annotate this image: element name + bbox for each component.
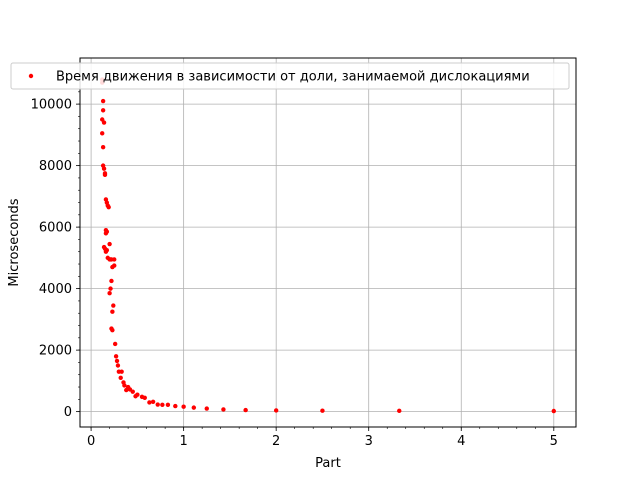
y-tick-label: 2000 [39, 344, 72, 359]
data-point [155, 402, 160, 407]
data-point [107, 291, 112, 296]
data-point [100, 144, 106, 150]
data-point [114, 358, 120, 364]
y-tick-label: 6000 [39, 221, 72, 236]
data-point [221, 407, 226, 412]
data-point [113, 354, 119, 359]
x-axis-label: Part [315, 456, 341, 471]
data-point [103, 231, 109, 236]
data-point [112, 341, 118, 347]
data-point [100, 98, 106, 104]
data-point [103, 249, 109, 254]
x-tick-label: 1 [180, 434, 188, 449]
plot-frame [79, 57, 577, 428]
data-point [551, 408, 556, 414]
data-point [173, 403, 178, 409]
legend: Время движения в зависимости от доли, за… [10, 62, 570, 90]
data-point [106, 204, 111, 210]
data-point [124, 387, 129, 393]
data-point [111, 303, 116, 308]
data-point [108, 286, 113, 291]
data-point [109, 278, 114, 284]
data-point [110, 264, 115, 270]
data-point [115, 363, 121, 368]
data-point [130, 389, 135, 394]
x-tick-label: 3 [365, 434, 373, 449]
data-point [119, 369, 124, 374]
data-point [142, 395, 147, 400]
tick-labels: 0 1 2 3 4 5 0 2000 4000 6000 8000 10000 [31, 98, 558, 449]
data-point [100, 108, 106, 113]
x-tick-label: 2 [272, 434, 280, 449]
data-point [320, 408, 325, 413]
y-tick-label: 4000 [39, 282, 72, 297]
data-point [150, 399, 156, 404]
data-point [273, 408, 279, 413]
data-point [133, 394, 138, 399]
data-point [243, 407, 248, 413]
x-tick-label: 0 [87, 434, 95, 449]
data-point [191, 405, 197, 410]
data-point [160, 402, 165, 408]
data-point [165, 402, 171, 408]
data-point [204, 406, 209, 411]
data-point [100, 131, 105, 136]
data-point [101, 166, 107, 171]
data-point [118, 375, 123, 380]
data-point [107, 241, 112, 247]
data-point [101, 120, 107, 125]
y-axis-label: Microseconds [7, 198, 22, 286]
axis-ticks [76, 79, 555, 431]
data-point [122, 383, 127, 388]
data-point [110, 327, 115, 333]
legend-box [10, 62, 570, 90]
y-tick-label: 10000 [31, 98, 72, 113]
x-tick-label: 5 [550, 434, 558, 449]
data-point [102, 172, 108, 178]
legend-entry-label: Время движения в зависимости от доли, за… [56, 70, 530, 85]
data-point [112, 257, 117, 262]
legend-marker [28, 73, 34, 79]
data-points [100, 77, 556, 414]
data-point [181, 404, 186, 409]
data-point [397, 408, 402, 414]
grid-lines [80, 58, 576, 427]
y-tick-label: 0 [64, 405, 72, 420]
data-point [110, 309, 115, 314]
x-tick-label: 4 [457, 434, 465, 449]
y-tick-label: 8000 [39, 159, 72, 174]
data-point [147, 400, 152, 405]
